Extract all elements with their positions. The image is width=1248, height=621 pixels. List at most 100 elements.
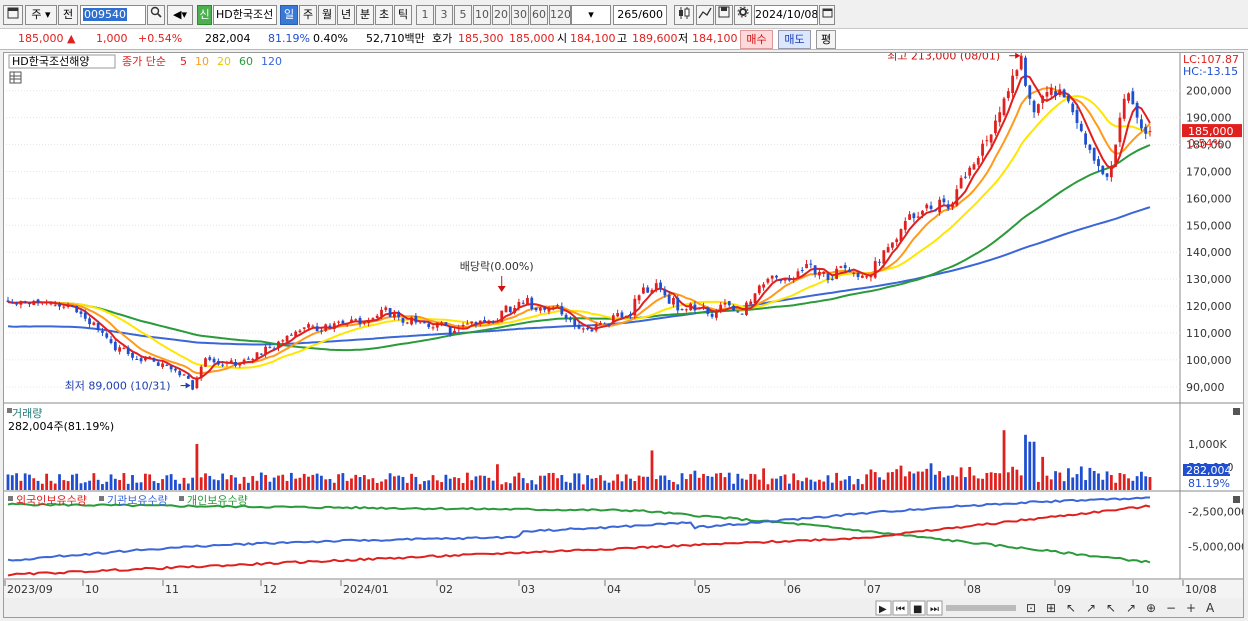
volume-bar [1011,466,1015,490]
prev-button[interactable]: 전 [58,5,78,25]
volume-bar [392,476,396,490]
volume-bar [79,483,83,490]
price-tick-label: 130,000 [1186,273,1232,286]
tab-period-4[interactable]: 분 [356,5,374,25]
candle-body [663,289,667,296]
tab-period-0[interactable]: 일 [280,5,298,25]
candle-body [139,358,143,362]
volume-bar [508,483,512,490]
count-button-60[interactable]: 60 [530,5,548,25]
candle-body [951,203,954,208]
candle-body [234,361,237,366]
tab-period-3[interactable]: 년 [337,5,355,25]
volume-bar [1092,470,1096,490]
low-arrow-head [185,382,191,389]
volume-bar [161,479,164,490]
volume-bar [916,471,920,490]
tab-period-2[interactable]: 월 [318,5,336,25]
sell-button[interactable]: 매도 [778,30,811,49]
candle-body [994,120,997,134]
volume-bar [311,474,315,490]
zoom-tool-icon: ⊕ [1146,601,1156,615]
candle-type-icon[interactable] [674,5,694,25]
candle-body [504,305,508,313]
candle-body [418,320,422,323]
current-price: 185,000 ▲ [18,32,76,45]
volume-bar [435,480,439,490]
candle-body [787,278,791,281]
price-tick-label: 110,000 [1186,327,1232,340]
candle-body [109,339,113,343]
candle-body [830,278,834,280]
candle-body [659,282,662,289]
count-button-1[interactable]: 1 [416,5,434,25]
count-button-20[interactable]: 20 [492,5,510,25]
zoom-tool-icon: A [1206,601,1215,615]
candle-body [968,167,972,176]
volume-bar [624,474,628,490]
stock-chart[interactable]: 90,000 100,000 110,000 120,000 130,000 140,00… [4,50,1248,617]
volume-title-marker [7,408,12,413]
candle-body [745,302,748,315]
gear-icon[interactable] [734,5,752,25]
line-tool-icon[interactable] [696,5,714,25]
volume-bar [358,477,362,490]
candle-body [680,309,684,311]
date-field[interactable]: 2024/10/08 [754,5,818,25]
evaluation-button[interactable]: 평 [816,30,836,49]
candle-body [530,297,534,310]
stock-code-input[interactable]: 009540 [80,5,146,25]
trade-amount: 52,710백만 [366,32,425,45]
volume-bar [517,472,521,490]
candle-body [298,330,302,333]
investor-tick-label: -2,500,000 [1188,505,1243,518]
candle-body [285,335,289,342]
volume-bar [1015,469,1019,490]
count-button-120[interactable]: 120 [549,5,571,25]
foreign-holding-line [7,504,1151,577]
volume-bar [1028,441,1032,490]
count-button-10[interactable]: 10 [473,5,491,25]
candle-body [1097,159,1100,167]
volume-bar [221,473,225,490]
volume-bar [732,483,735,490]
count-button-30[interactable]: 30 [511,5,529,25]
search-icon[interactable] [147,5,165,25]
candle-body [676,297,680,311]
candle-body [397,311,401,318]
buy-button[interactable]: 매수 [740,30,773,49]
volume-bar [465,472,469,490]
volume-bar [740,478,744,490]
speaker-icon[interactable]: ◀▾ [167,5,193,25]
count-input[interactable]: 265/600 [613,5,667,25]
tab-period-1[interactable]: 주 [299,5,317,25]
stock-name-field[interactable]: HD한국조선 [213,5,277,25]
volume-bar [899,465,903,490]
volume-bar [573,473,577,490]
volume-bar [981,478,984,490]
window-icon[interactable] [3,5,23,25]
count-button-5[interactable]: 5 [454,5,472,25]
volume-bar [955,476,959,490]
volume-bar [268,481,272,490]
interval-select[interactable]: 주 ▾ [25,5,57,25]
tab-period-6[interactable]: 틱 [394,5,412,25]
save-icon[interactable] [715,5,733,25]
candle-body [1045,92,1049,97]
count-dropdown[interactable]: ▾ [571,5,611,25]
candle-body [672,298,675,305]
volume-bar [856,478,860,490]
candle-body [1075,110,1079,123]
volume-bar [976,478,980,490]
chart-frame: 90,000 100,000 110,000 120,000 130,000 140,00… [3,50,1248,618]
count-button-3[interactable]: 3 [435,5,453,25]
candle-body [448,326,452,335]
calendar-icon[interactable] [819,5,835,25]
x-tick-label: 12 [263,583,277,596]
nav-button-icon: ⏮ [896,604,905,615]
volume-bar [642,476,645,490]
volume-bar [878,477,881,490]
candle-body [268,346,272,348]
volume-bar [1088,467,1092,490]
tab-period-5[interactable]: 초 [375,5,393,25]
